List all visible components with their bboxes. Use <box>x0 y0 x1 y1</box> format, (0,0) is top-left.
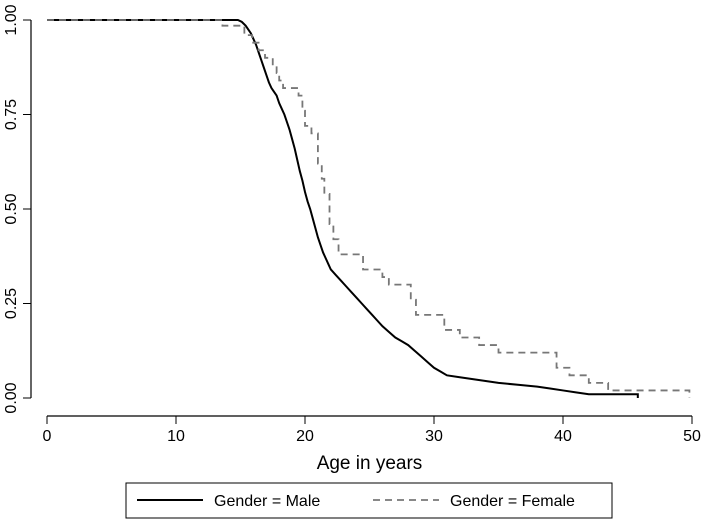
series-line-male <box>47 19 639 398</box>
y-tick-label: 0.50 <box>3 193 20 224</box>
y-axis-ticks: 0.00 0.25 0.50 0.75 1.00 <box>3 4 31 414</box>
x-tick-label: 10 <box>167 428 185 445</box>
y-tick-label: 1.00 <box>3 4 20 35</box>
x-axis-ticks: 0 10 20 30 40 50 <box>43 416 701 445</box>
y-tick-label: 0.75 <box>3 99 20 130</box>
legend-label-male: Gender = Male <box>214 493 320 510</box>
x-tick-label: 30 <box>425 428 443 445</box>
legend-box <box>125 482 613 519</box>
x-tick-label: 40 <box>554 428 572 445</box>
legend: Gender = Male Gender = Female <box>125 482 613 519</box>
x-tick-label: 50 <box>683 428 701 445</box>
x-axis-title: Age in years <box>317 453 423 474</box>
x-tick-label: 20 <box>296 428 314 445</box>
plot-area: 0 10 20 30 40 50 0.00 0.25 0.50 0.75 1.00 <box>3 4 701 445</box>
legend-label-female: Gender = Female <box>450 493 575 510</box>
y-tick-label: 0.25 <box>3 288 20 319</box>
y-tick-label: 0.00 <box>3 382 20 413</box>
series-group <box>47 19 691 398</box>
x-tick-label: 0 <box>43 428 52 445</box>
series-line-female <box>47 19 691 398</box>
